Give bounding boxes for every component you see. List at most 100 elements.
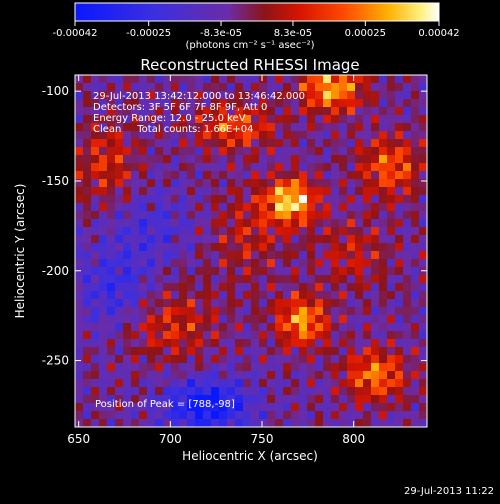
heatmap-cell — [179, 203, 188, 212]
heatmap-cell — [187, 107, 196, 116]
heatmap-cell — [147, 387, 156, 396]
heatmap-cell — [331, 131, 340, 140]
heatmap-cell — [307, 131, 316, 140]
heatmap-cell — [211, 115, 220, 124]
heatmap-cell — [283, 283, 292, 292]
heatmap-cell — [299, 187, 308, 196]
heatmap-cell — [411, 283, 420, 292]
heatmap-cell — [371, 91, 380, 100]
heatmap-cell — [147, 91, 156, 100]
heatmap-cell — [251, 131, 260, 140]
heatmap-cell — [315, 83, 324, 92]
heatmap-cell — [275, 83, 284, 92]
heatmap-cell — [267, 411, 276, 420]
heatmap-cell — [347, 339, 356, 348]
heatmap-cell — [107, 75, 116, 84]
heatmap-cell — [115, 75, 124, 84]
heatmap-cell — [243, 259, 252, 268]
heatmap-cell — [363, 235, 372, 244]
heatmap-cell — [291, 171, 300, 180]
heatmap-cell — [219, 155, 228, 164]
heatmap-cell — [235, 107, 244, 116]
heatmap-cell — [187, 227, 196, 236]
heatmap-cell — [267, 379, 276, 388]
heatmap-cell — [123, 379, 132, 388]
heatmap-cell — [355, 163, 364, 172]
heatmap-cell — [259, 187, 268, 196]
heatmap-cell — [411, 163, 420, 172]
heatmap-cell — [299, 251, 308, 260]
heatmap-cell — [267, 363, 276, 372]
heatmap-cell — [371, 131, 380, 140]
heatmap-cell — [139, 291, 148, 300]
heatmap-cell — [99, 291, 108, 300]
heatmap-cell — [299, 235, 308, 244]
heatmap-cell — [155, 147, 164, 156]
heatmap-cell — [419, 315, 427, 324]
heatmap-cell — [171, 203, 180, 212]
heatmap-cell — [387, 83, 396, 92]
heatmap-cell — [259, 203, 268, 212]
heatmap-cell — [411, 155, 420, 164]
heatmap-cell — [291, 283, 300, 292]
heatmap-cell — [235, 371, 244, 380]
heatmap-cell — [411, 299, 420, 308]
heatmap-cell — [163, 115, 172, 124]
heatmap-cell — [323, 363, 332, 372]
heatmap-cell — [251, 363, 260, 372]
heatmap-cell — [307, 291, 316, 300]
heatmap-cell — [371, 419, 380, 427]
heatmap-cell — [339, 235, 348, 244]
heatmap-cell — [123, 75, 132, 84]
heatmap-cell — [211, 107, 220, 116]
heatmap-cell — [123, 203, 132, 212]
heatmap-cell — [275, 91, 284, 100]
heatmap-cell — [131, 347, 140, 356]
heatmap-cell — [243, 83, 252, 92]
heatmap-cell — [123, 283, 132, 292]
heatmap-cell — [387, 315, 396, 324]
heatmap-cell — [315, 75, 324, 84]
heatmap-cell — [99, 259, 108, 268]
heatmap-cell — [355, 131, 364, 140]
heatmap-cell — [387, 339, 396, 348]
heatmap-cell — [203, 187, 212, 196]
heatmap-cell — [227, 163, 236, 172]
heatmap-cell — [107, 243, 116, 252]
heatmap-cell — [139, 387, 148, 396]
heatmap-cell — [323, 211, 332, 220]
heatmap-cell — [267, 235, 276, 244]
heatmap-cell — [195, 291, 204, 300]
heatmap-cell — [355, 203, 364, 212]
heatmap-cell — [219, 203, 228, 212]
heatmap-cell — [123, 363, 132, 372]
heatmap-cell — [323, 227, 332, 236]
heatmap-cell — [115, 387, 124, 396]
heatmap-cell — [251, 91, 260, 100]
heatmap-cell — [267, 179, 276, 188]
heatmap-cell — [395, 259, 404, 268]
heatmap-cell — [315, 187, 324, 196]
heatmap-cell — [299, 363, 308, 372]
heatmap-cell — [123, 403, 132, 412]
colorbar-tick-label: 0.00025 — [345, 28, 386, 39]
heatmap-cell — [147, 371, 156, 380]
heatmap-cell — [411, 339, 420, 348]
heatmap-cell — [411, 307, 420, 316]
heatmap-cell — [347, 419, 356, 427]
heatmap-cell — [107, 371, 116, 380]
heatmap-cell — [267, 243, 276, 252]
heatmap-cell — [347, 219, 356, 228]
heatmap-cell — [171, 307, 180, 316]
heatmap-cell — [99, 179, 108, 188]
heatmap-cell — [131, 195, 140, 204]
heatmap-cell — [75, 259, 84, 268]
heatmap-cell — [339, 75, 348, 84]
heatmap-cell — [203, 227, 212, 236]
heatmap-cell — [283, 355, 292, 364]
heatmap-cell — [91, 75, 100, 84]
heatmap-cell — [403, 299, 412, 308]
heatmap-cell — [235, 251, 244, 260]
heatmap-cell — [275, 203, 284, 212]
heatmap-cell — [171, 123, 180, 132]
